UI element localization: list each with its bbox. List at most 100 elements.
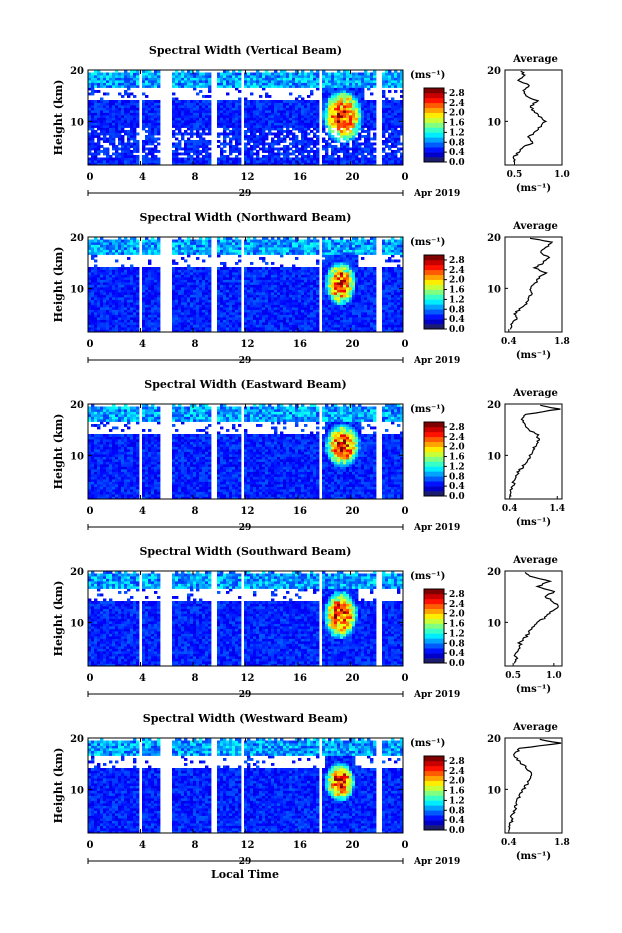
heatmap-cell: [274, 317, 277, 320]
heatmap-cell: [100, 73, 103, 76]
heatmap-cell: [178, 292, 181, 295]
heatmap-cell: [178, 252, 181, 255]
heatmap-cell: [145, 155, 148, 158]
heatmap-cell: [106, 78, 109, 81]
heatmap-cell: [217, 300, 220, 303]
heatmap-cell: [232, 317, 235, 320]
heatmap-cell: [127, 75, 130, 78]
heatmap-cell: [109, 118, 112, 121]
heatmap-cell: [121, 242, 124, 245]
heatmap-cell: [115, 135, 118, 138]
heatmap-cell: [154, 100, 157, 103]
heatmap-cell: [184, 282, 187, 285]
heatmap-cell: [193, 160, 196, 163]
heatmap-cell: [250, 85, 253, 88]
heatmap-cell: [115, 113, 118, 116]
heatmap-cell: [193, 300, 196, 303]
heatmap-cell: [118, 280, 121, 283]
heatmap-cell: [172, 297, 175, 300]
heatmap-cell: [223, 250, 226, 253]
heatmap-cell: [130, 105, 133, 108]
heatmap-cell: [283, 277, 286, 280]
heatmap-cell: [361, 123, 364, 126]
heatmap-cell: [277, 242, 280, 245]
heatmap-cell: [190, 133, 193, 136]
heatmap-cell: [286, 302, 289, 305]
heatmap-cell: [340, 150, 343, 153]
heatmap-cell: [220, 108, 223, 111]
heatmap-cell: [184, 145, 187, 148]
heatmap-cell: [352, 133, 355, 136]
heatmap-cell: [328, 73, 331, 76]
heatmap-cell: [277, 123, 280, 126]
heatmap-cell: [205, 108, 208, 111]
heatmap-cell: [196, 75, 199, 78]
heatmap-cell: [103, 73, 106, 76]
heatmap-cell: [286, 123, 289, 126]
heatmap-cell: [118, 290, 121, 293]
heatmap-cell: [205, 100, 208, 103]
heatmap-cell: [253, 285, 256, 288]
heatmap-cell: [208, 275, 211, 278]
heatmap-cell: [298, 110, 301, 113]
heatmap-cell: [292, 85, 295, 88]
heatmap-cell: [220, 252, 223, 255]
heatmap-cell: [190, 275, 193, 278]
heatmap-cell: [262, 115, 265, 118]
heatmap-cell: [202, 287, 205, 290]
heatmap-cell: [274, 155, 277, 158]
heatmap-cell: [112, 105, 115, 108]
heatmap-cell: [94, 280, 97, 283]
heatmap-cell: [94, 103, 97, 106]
heatmap-cell: [124, 305, 127, 308]
average-title: Average: [512, 54, 558, 65]
heatmap-cell: [172, 108, 175, 111]
heatmap-cell: [247, 252, 250, 255]
heatmap-cell: [274, 83, 277, 86]
heatmap-cell: [100, 272, 103, 275]
heatmap-cell: [364, 148, 367, 151]
heatmap-cell: [238, 290, 241, 293]
heatmap-cell: [334, 108, 337, 111]
heatmap-cell: [286, 272, 289, 275]
heatmap-cell: [256, 125, 259, 128]
heatmap-cell: [142, 305, 145, 308]
heatmap-cell: [298, 108, 301, 111]
heatmap-cell: [184, 242, 187, 245]
heatmap-cell: [100, 290, 103, 293]
heatmap-cell: [88, 282, 91, 285]
heatmap-cell: [229, 317, 232, 320]
heatmap-cell: [124, 295, 127, 298]
heatmap-cell: [97, 150, 100, 153]
heatmap-cell: [343, 88, 346, 91]
heatmap-cell: [178, 315, 181, 318]
heatmap-cell: [109, 105, 112, 108]
heatmap-cell: [157, 100, 160, 103]
heatmap-cell: [355, 110, 358, 113]
heatmap-cell: [385, 153, 388, 156]
heatmap-cell: [346, 75, 349, 78]
heatmap-cell: [202, 300, 205, 303]
heatmap-cell: [247, 143, 250, 146]
heatmap-cell: [343, 83, 346, 86]
heatmap-cell: [124, 160, 127, 163]
heatmap-cell: [394, 103, 397, 106]
heatmap-cell: [220, 320, 223, 323]
heatmap-cell: [274, 272, 277, 275]
heatmap-cell: [343, 75, 346, 78]
heatmap-cell: [238, 255, 241, 258]
heatmap-cell: [295, 120, 298, 123]
heatmap-cell: [109, 125, 112, 128]
heatmap-cell: [307, 108, 310, 111]
heatmap-cell: [289, 115, 292, 118]
heatmap-cell: [310, 155, 313, 158]
heatmap-cell: [367, 148, 370, 151]
heatmap-cell: [196, 130, 199, 133]
heatmap-cell: [277, 140, 280, 143]
heatmap-cell: [280, 75, 283, 78]
heatmap-cell: [331, 83, 334, 86]
heatmap-cell: [337, 103, 340, 106]
heatmap-cell: [367, 128, 370, 131]
heatmap-cell: [133, 310, 136, 313]
heatmap-cell: [142, 85, 145, 88]
